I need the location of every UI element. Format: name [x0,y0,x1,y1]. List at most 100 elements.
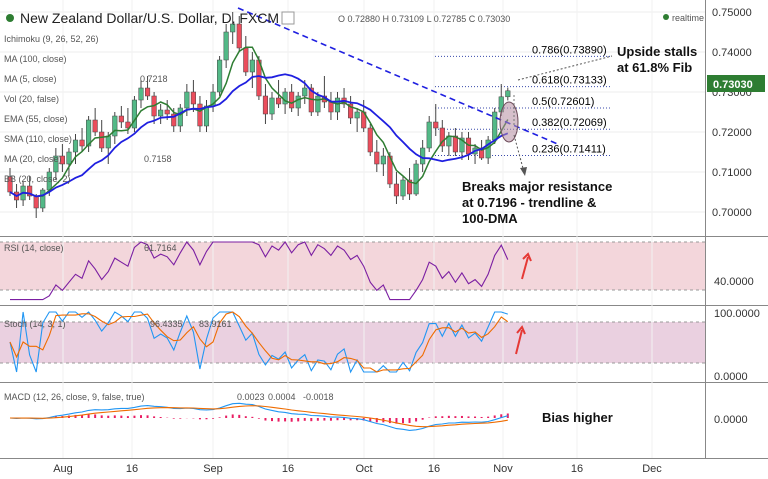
legend-ma100[interactable]: MA (100, close) [4,54,67,64]
candle-body [505,90,511,98]
candle-body [72,139,79,153]
ma5-line [9,46,509,198]
price-tick-label: 0.75000 [712,7,752,19]
rsi-line [10,241,509,301]
candle-body [223,31,229,61]
candle-body [40,189,46,209]
legend-vol[interactable]: Vol (20, false) [4,94,59,104]
rsi-band [0,242,705,290]
grid [0,0,705,458]
status-dot-icon [6,14,14,22]
upside-arrow-line [517,55,613,81]
candle-body [66,151,72,165]
annotation-breaks-line1: Breaks major resistance [462,179,612,194]
candle-body [276,97,282,105]
candle-body [393,183,399,197]
candle-body [197,103,203,127]
candle-body [86,119,92,147]
candle-body [433,121,439,129]
macd-legend[interactable]: MACD (12, 26, close, 9, false, true) [4,392,145,402]
fib-level-label: 0.618(0.73133) [532,75,607,87]
legend-ema55[interactable]: EMA (55, close) [4,114,68,124]
time-tick-label: 16 [571,463,583,475]
candle-body [118,115,124,123]
candle-body [243,47,249,73]
candle-body [380,155,386,165]
candle-body [315,95,321,113]
candle-body [420,147,426,165]
candle-body [145,87,151,97]
candle-body [452,135,458,153]
candle-body [269,97,275,115]
time-axis[interactable]: Aug 16 Sep 16 Oct 16 Nov 16 Dec [53,463,662,475]
stoch-legend[interactable]: Stoch (14, 3, 1) [4,319,66,329]
fib-level-label: 0.382(0.72069) [532,117,607,129]
chart-title: New Zealand Dollar/U.S. Dollar, D, FXCM [20,10,279,26]
macd-hist-value: 0.0023 [237,392,265,402]
rsi-up-arrow [521,256,529,280]
time-tick-label: Aug [53,463,73,475]
candle-body [302,87,308,97]
candle-body [295,95,301,109]
candle-body [230,23,236,33]
candle-body [354,111,360,119]
macd-axis-label: 0.0000 [714,414,748,426]
annotation-upside-line2: at 61.8% Fib [617,60,692,75]
candle-body [282,91,288,105]
stoch-axis-top: 100.0000 [714,308,760,320]
breaks-arrowhead [520,167,527,176]
stoch-k-value: 96.4335 [150,319,183,329]
rsi-axis-label: 40.0000 [714,276,754,288]
annotation-upside-line1: Upside stalls [617,44,697,59]
candle-body [262,95,268,115]
candle-body [131,99,137,129]
candle-body [99,131,105,149]
sma-line [9,73,509,198]
macd-value: -0.0018 [303,392,334,402]
candle-body [125,121,131,129]
current-price-label: 0.73030 [713,79,753,91]
fib-levels: 0.786(0.73890) 0.618(0.73133) 0.5(0.72601)… [435,44,612,157]
eye-icon[interactable] [281,11,295,25]
stoch-d-value: 83.9161 [199,319,232,329]
candle-body [158,109,164,117]
time-tick-label: Nov [493,463,513,475]
candle-body [492,111,498,141]
macd-signal-line [9,405,508,428]
candle-body [249,59,255,73]
annotation-bias: Bias higher [542,410,613,425]
fib-level-label: 0.786(0.73890) [532,44,607,56]
candle-body [138,87,144,101]
legend-bb[interactable]: BB (20, close, 2) [4,174,71,184]
candle-body [348,103,354,119]
candle-body [171,113,177,127]
time-tick-label: 16 [282,463,294,475]
legend-ma5[interactable]: MA (5, close) [4,74,57,84]
candle-body [367,127,373,153]
legend-sma110[interactable]: SMA (110, close) [4,134,72,144]
rsi-legend[interactable]: RSI (14, close) [4,243,64,253]
stoch-d-line [9,311,509,373]
time-tick-label: Sep [203,463,223,475]
candle-body [203,105,210,127]
candle-body [334,97,341,113]
fib-level-label: 0.5(0.72601) [532,96,594,108]
candle-body [400,179,406,197]
legend-ichimoku[interactable]: Ichimoku (9, 26, 52, 26) [4,34,99,44]
candle-body [374,151,380,165]
indicator-lines [9,46,509,431]
annotation-breaks-line3: 100-DMA [462,211,518,226]
breakout-highlight [499,101,519,143]
stoch-up-arrow [515,329,523,355]
candle-body [112,115,118,137]
candle-body [413,163,419,195]
legend-ma20[interactable]: MA (20, close) [4,154,62,164]
candle-body [177,107,183,127]
rsi-value: 61.7164 [144,243,177,253]
realtime-dot-icon [663,14,669,20]
candle-body [59,155,65,165]
legend-sma110-value: 0.7158 [144,154,172,164]
fib-level-label: 0.236(0.71411) [532,144,606,156]
